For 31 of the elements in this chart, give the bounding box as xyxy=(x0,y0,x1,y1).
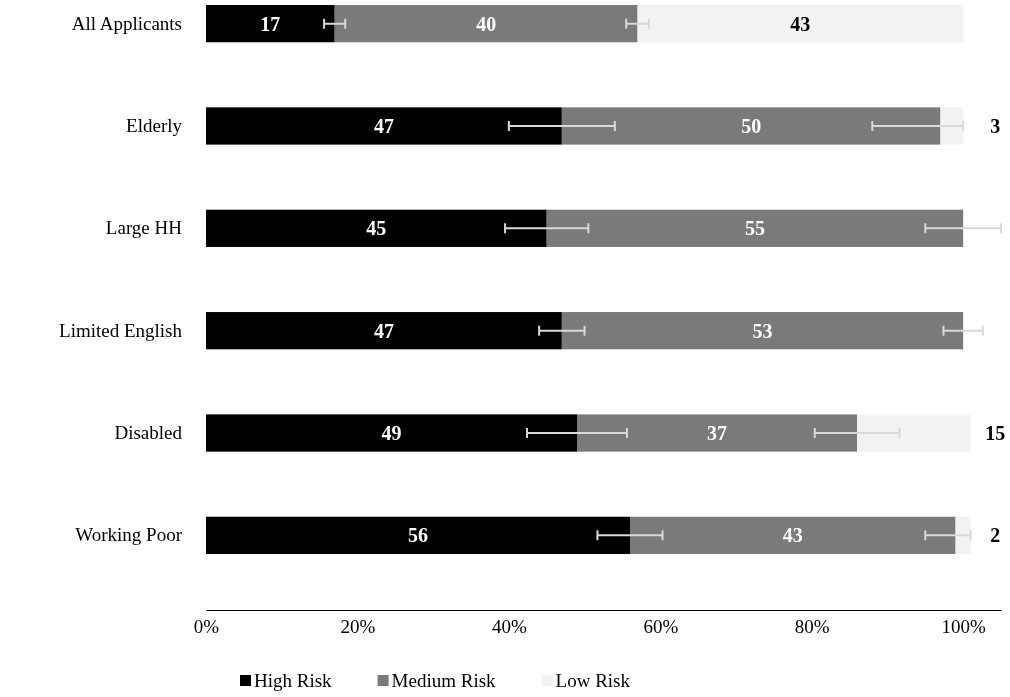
y-tick-label: Limited English xyxy=(59,319,183,341)
x-tick-label: 20% xyxy=(340,616,376,638)
x-tick-label: 0% xyxy=(193,616,220,638)
y-tick-label: Disabled xyxy=(114,422,183,444)
data-label: 56 xyxy=(408,524,428,547)
data-label: 3 xyxy=(990,114,1001,137)
x-tick-label: 60% xyxy=(643,616,679,638)
legend-label: Low Risk xyxy=(555,670,631,691)
data-label: 47 xyxy=(373,319,394,342)
data-label: 17 xyxy=(260,12,281,35)
data-label: 47 xyxy=(373,114,394,137)
data-label: 43 xyxy=(782,524,803,547)
legend-label: Medium Risk xyxy=(391,670,497,691)
data-label: 53 xyxy=(752,319,773,342)
data-label: 55 xyxy=(744,217,765,240)
data-label: 49 xyxy=(381,422,402,445)
x-tick-label: 100% xyxy=(941,616,986,638)
y-tick-label: Working Poor xyxy=(75,524,183,546)
y-tick-label: Large HH xyxy=(105,217,183,239)
data-label: 50 xyxy=(741,114,762,137)
data-label: 2 xyxy=(990,524,1001,547)
data-label: 43 xyxy=(790,12,811,35)
legend-label: High Risk xyxy=(254,670,333,691)
data-label: 37 xyxy=(707,422,728,445)
data-label: 40 xyxy=(476,12,497,35)
data-label: 45 xyxy=(366,217,387,240)
y-tick-label: Elderly xyxy=(126,115,183,137)
y-tick-label: All Applicants xyxy=(71,12,182,34)
data-label: 15 xyxy=(985,422,1006,445)
x-tick-label: 80% xyxy=(794,616,830,638)
x-tick-label: 40% xyxy=(491,616,527,638)
